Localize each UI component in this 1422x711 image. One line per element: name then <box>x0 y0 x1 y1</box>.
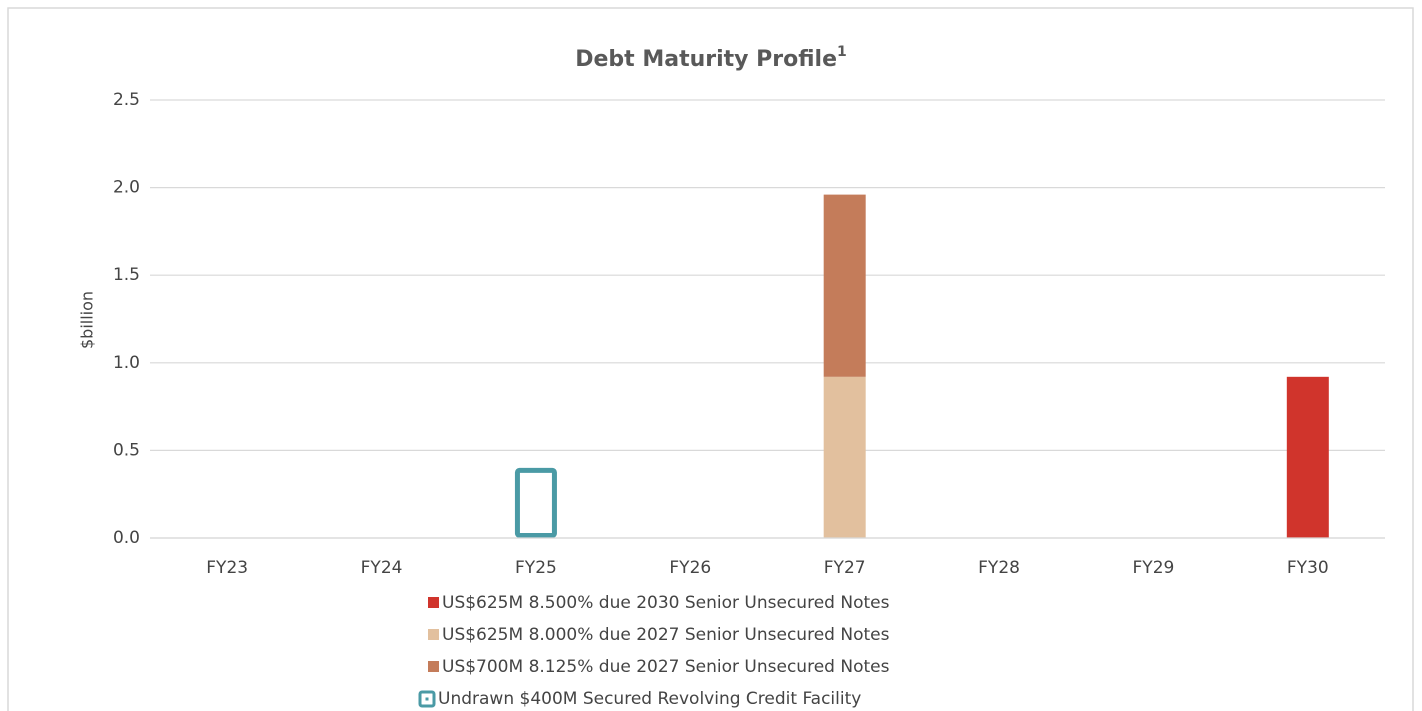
legend-label: US$700M 8.125% due 2027 Senior Unsecured… <box>442 657 890 677</box>
legend-marker <box>428 661 439 672</box>
x-tick-label: FY23 <box>206 558 248 578</box>
legend-marker-dot <box>425 697 429 701</box>
bar <box>823 194 866 377</box>
legend-marker <box>418 690 436 708</box>
y-tick-label: 1.5 <box>113 265 140 285</box>
bar-outline <box>514 467 557 539</box>
bar <box>823 376 866 538</box>
x-tick-label: FY29 <box>1133 558 1175 578</box>
x-tick-label: FY27 <box>824 558 866 578</box>
y-tick-label: 0.5 <box>113 440 140 460</box>
y-tick-label: 2.0 <box>113 178 140 198</box>
legend-label: Undrawn $400M Secured Revolving Credit F… <box>438 689 861 709</box>
legend-label: US$625M 8.500% due 2030 Senior Unsecured… <box>442 593 890 613</box>
title-text: Debt Maturity Profile <box>575 47 837 72</box>
legend-marker <box>428 629 439 640</box>
x-tick-label: FY28 <box>978 558 1020 578</box>
x-tick-label: FY26 <box>669 558 711 578</box>
legend-marker <box>428 597 439 608</box>
chart-title: Debt Maturity Profile1 <box>575 44 847 72</box>
x-tick-label: FY25 <box>515 558 557 578</box>
y-tick-label: 2.5 <box>113 90 140 110</box>
x-tick-label: FY24 <box>361 558 403 578</box>
legend-label: US$625M 8.000% due 2027 Senior Unsecured… <box>442 625 890 645</box>
y-tick-label: 0.0 <box>113 528 140 548</box>
bar <box>1286 376 1329 538</box>
chart-border <box>7 7 1414 711</box>
y-tick-label: 1.0 <box>113 353 140 373</box>
x-tick-label: FY30 <box>1287 558 1329 578</box>
y-axis-label: $billion <box>78 291 97 349</box>
title-superscript: 1 <box>837 44 847 60</box>
